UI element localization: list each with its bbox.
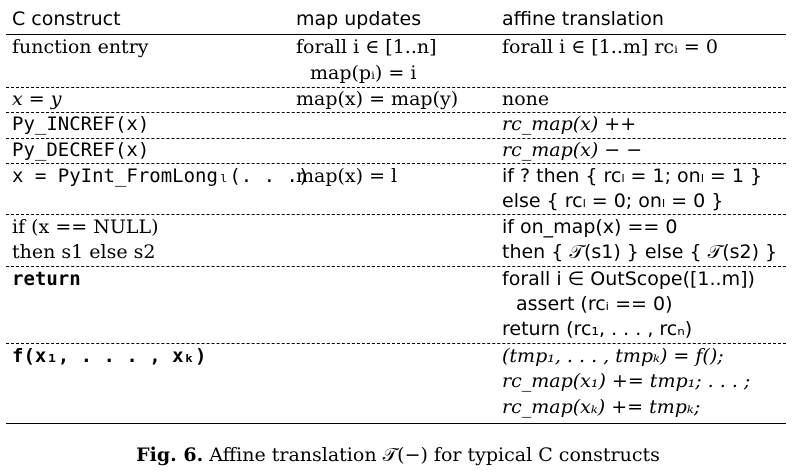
row5-construct: x = PyInt_FromLongₗ(. . .): [12, 165, 310, 187]
caption-label: Fig. 6.: [136, 444, 204, 466]
row2-construct: x = y: [12, 88, 62, 110]
header-map-updates: map updates: [296, 8, 422, 30]
row6-construct-a: if (x == NULL): [12, 216, 159, 238]
row2-affine: none: [502, 88, 550, 110]
row7-construct: return: [12, 268, 81, 290]
row8-affine-b: rc_map(x₁) += tmp₁; . . . ;: [502, 370, 751, 392]
row8-construct: f(x₁, . . . , xₖ): [12, 345, 207, 367]
row3-construct: Py_INCREF(x): [12, 113, 150, 135]
figure-caption: Fig. 6. Affine translation 𝒯(−) for typi…: [0, 444, 796, 466]
row8-affine-c: rc_map(xₖ) += tmpₖ;: [502, 396, 701, 418]
row-divider: [6, 266, 786, 267]
row-divider: [6, 138, 786, 139]
row5-map: map(x) = l: [296, 165, 398, 187]
row-divider: [6, 163, 786, 164]
row3-affine: rc_map(x) ++: [502, 113, 637, 135]
header-rule: [6, 34, 786, 35]
row1-map-b: map(pᵢ) = i: [310, 62, 417, 84]
row-divider: [6, 112, 786, 113]
row5-affine-b: else { rcₗ = 0; onₗ = 0 }: [502, 190, 724, 212]
row6-affine-a: if on_map(x) == 0: [502, 216, 678, 238]
header-c-construct: C construct: [12, 8, 121, 30]
caption-text: Affine translation 𝒯(−) for typical C co…: [209, 444, 660, 466]
row6-affine-b: then { 𝒯(s1) } else { 𝒯(s2) }: [502, 241, 778, 263]
row5-affine-a: if ? then { rcₗ = 1; onₗ = 1 }: [502, 165, 763, 187]
row4-construct: Py_DECREF(x): [12, 139, 150, 161]
row2-map: map(x) = map(y): [296, 88, 459, 110]
header-affine-translation: affine translation: [502, 8, 664, 30]
row7-affine-b: assert (rcᵢ == 0): [516, 293, 673, 315]
row8-affine-a: (tmp₁, . . . , tmpₖ) = f();: [502, 345, 724, 367]
row-divider: [6, 214, 786, 215]
row7-affine-a: forall i ∈ OutScope([1..m]): [502, 268, 755, 290]
table-bottom-rule: [6, 423, 786, 424]
row-divider: [6, 343, 786, 344]
row7-affine-c: return (rc₁, . . . , rcₙ): [502, 318, 693, 340]
row1-construct: function entry: [12, 36, 149, 58]
row1-affine: forall i ∈ [1..m] rcᵢ = 0: [502, 36, 718, 58]
row4-affine: rc_map(x) − −: [502, 139, 643, 161]
row6-construct-b: then s1 else s2: [12, 241, 156, 263]
row1-map-a: forall i ∈ [1..n]: [296, 36, 437, 58]
row-divider: [6, 87, 786, 88]
